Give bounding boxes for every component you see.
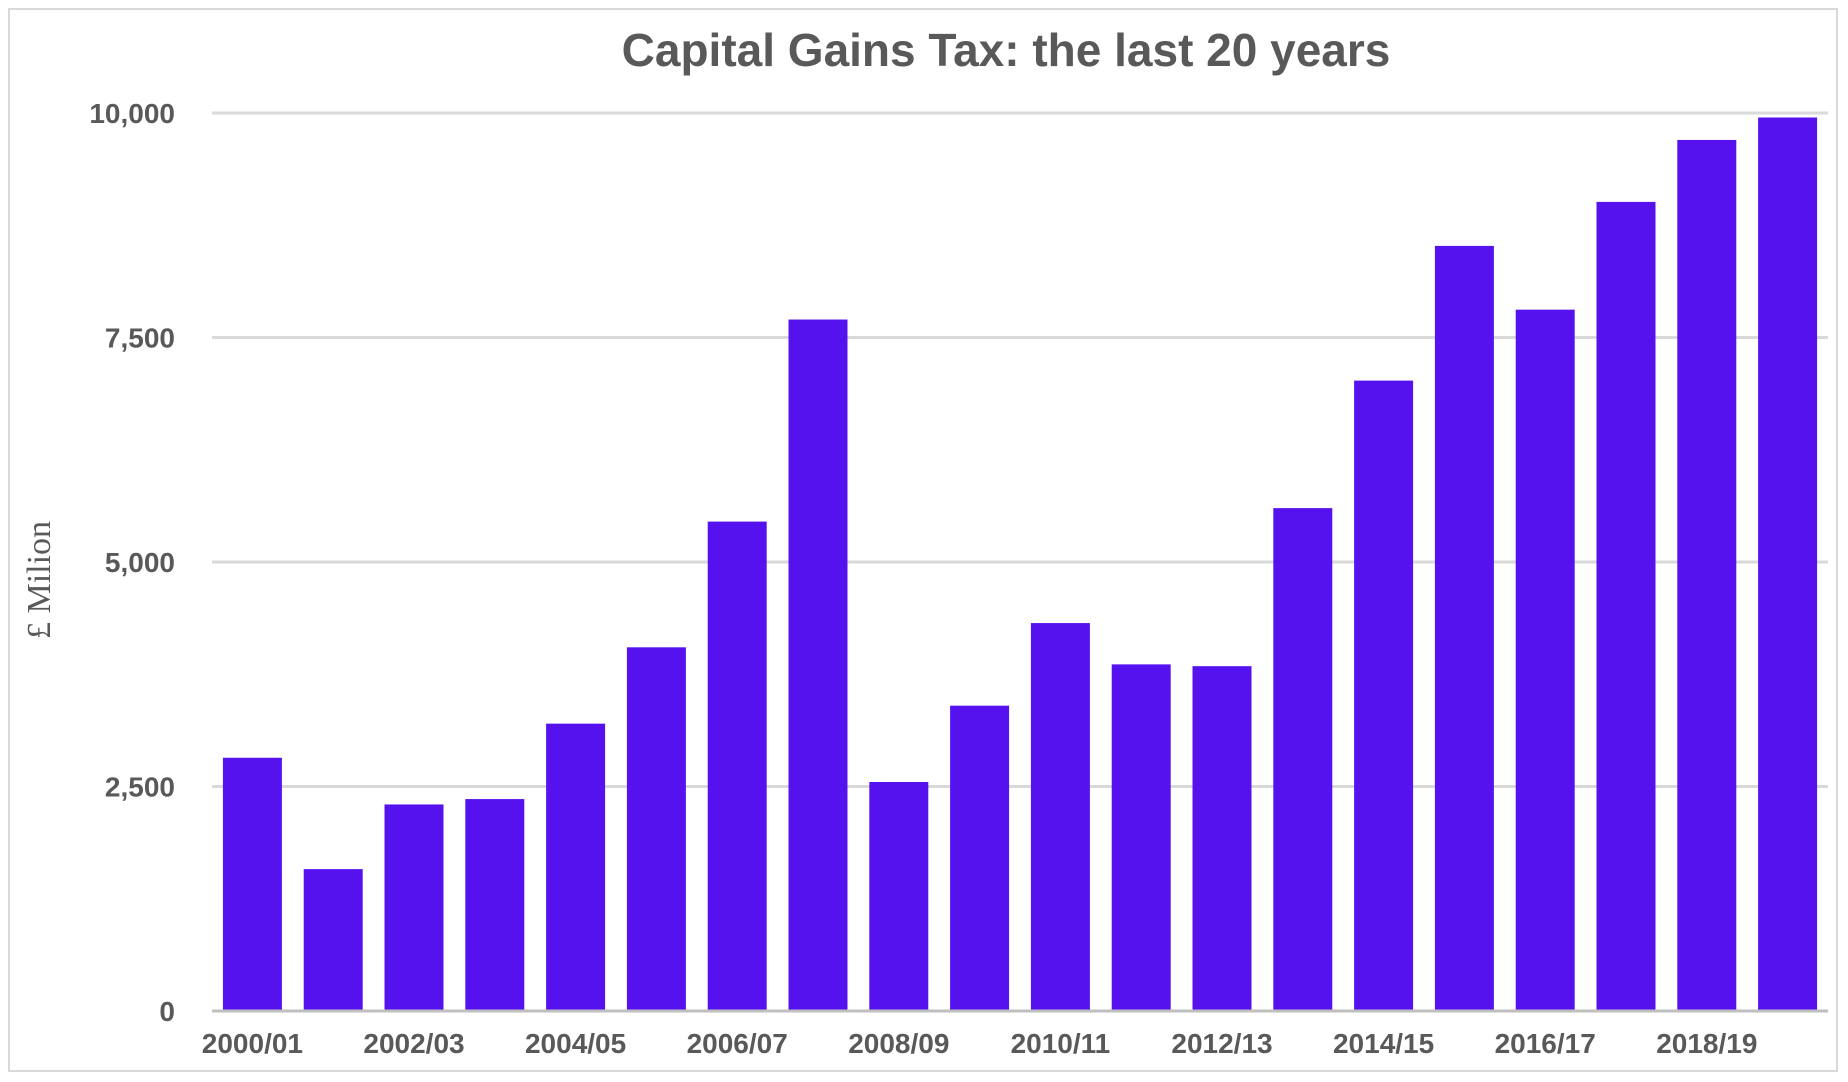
bar-2011-12 bbox=[1111, 664, 1171, 1011]
y-tick-label: 0 bbox=[159, 996, 175, 1027]
x-tick-label: 2010/11 bbox=[1011, 1028, 1111, 1059]
bar-2010-11 bbox=[1030, 623, 1090, 1011]
x-tick-label: 2006/07 bbox=[687, 1028, 788, 1059]
bars bbox=[222, 117, 1818, 1012]
bar-2014-15 bbox=[1354, 380, 1414, 1011]
x-tick-label: 2004/05 bbox=[525, 1028, 626, 1059]
bar-2002-03 bbox=[384, 804, 444, 1011]
y-tick-label: 10,000 bbox=[89, 98, 175, 129]
bar-2007-08 bbox=[788, 319, 848, 1011]
bar-2000-01 bbox=[222, 757, 282, 1011]
gridlines bbox=[212, 111, 1828, 788]
bar-2017-18 bbox=[1596, 201, 1656, 1012]
bar-2016-17 bbox=[1515, 309, 1575, 1011]
x-tick-label: 2018/19 bbox=[1656, 1028, 1757, 1059]
bar-2018-19 bbox=[1677, 139, 1737, 1011]
y-tick-labels: 0 2,500 5,000 7,500 10,000 bbox=[89, 98, 175, 1027]
x-tick-label: 2016/17 bbox=[1495, 1028, 1596, 1059]
chart-title: Capital Gains Tax: the last 20 years bbox=[622, 24, 1391, 76]
bar-2006-07 bbox=[707, 521, 767, 1011]
x-tick-label: 2014/15 bbox=[1333, 1028, 1434, 1059]
bar-2013-14 bbox=[1273, 508, 1333, 1011]
bar-2015-16 bbox=[1434, 245, 1494, 1012]
bar-2012-13 bbox=[1192, 666, 1252, 1011]
bar-2019-20 bbox=[1758, 117, 1818, 1012]
x-tick-label: 2000/01 bbox=[202, 1028, 303, 1059]
bar-2008-09 bbox=[869, 782, 929, 1011]
x-tick-labels: 2000/01 2002/03 2004/05 2006/07 2008/09 2010/… bbox=[202, 1028, 1758, 1059]
y-tick-label: 7,500 bbox=[105, 323, 175, 354]
bar-2005-06 bbox=[626, 647, 686, 1011]
y-axis-label: £ Milion bbox=[21, 521, 58, 639]
x-tick-label: 2002/03 bbox=[363, 1028, 464, 1059]
bar-2003-04 bbox=[465, 799, 525, 1011]
bar-2001-02 bbox=[303, 869, 363, 1011]
bar-2009-10 bbox=[950, 705, 1010, 1011]
x-tick-label: 2012/13 bbox=[1171, 1028, 1272, 1059]
y-tick-label: 2,500 bbox=[105, 772, 175, 803]
y-tick-label: 5,000 bbox=[105, 547, 175, 578]
x-tick-label: 2008/09 bbox=[848, 1028, 949, 1059]
bar-2004-05 bbox=[546, 723, 606, 1011]
